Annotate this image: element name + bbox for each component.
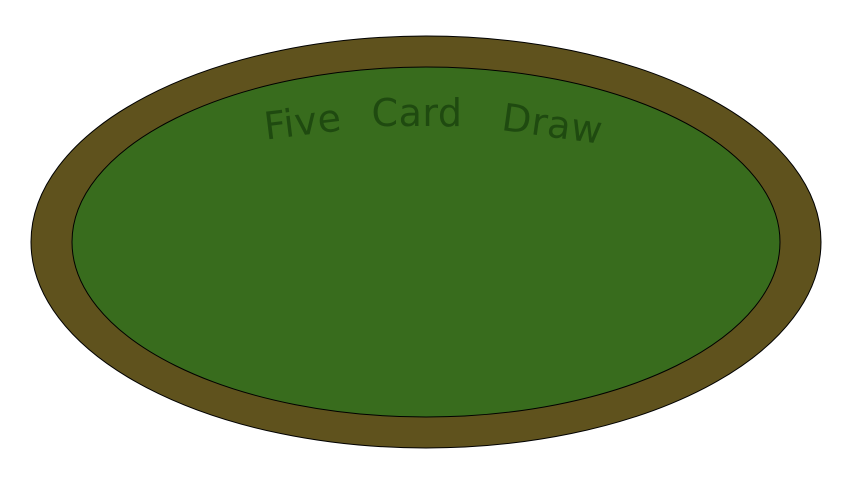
title-word-card: Card: [372, 91, 463, 135]
title-word-five: Five: [261, 95, 343, 148]
table-felt: [71, 66, 781, 418]
